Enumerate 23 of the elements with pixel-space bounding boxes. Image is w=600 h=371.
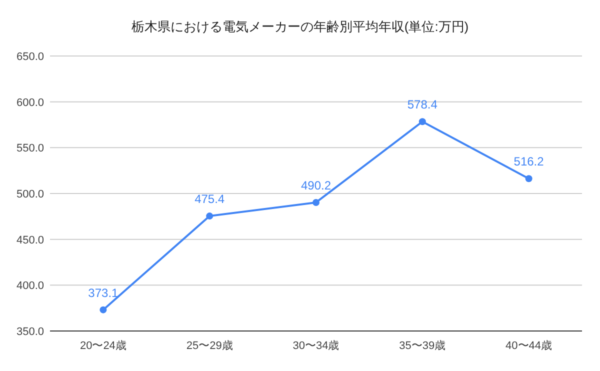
x-tick-label: 40〜44歳 <box>506 339 552 352</box>
chart-title: 栃木県における電気メーカーの年齢別平均年収(単位:万円) <box>131 19 469 34</box>
y-tick-label: 600.0 <box>16 96 44 109</box>
point <box>525 175 532 182</box>
x-tick-label: 30〜34歳 <box>292 339 340 352</box>
x-tick-label: 25〜29歳 <box>186 339 233 352</box>
data-label: 516.2 <box>514 154 544 169</box>
data-label: 373.1 <box>88 286 119 300</box>
point <box>206 212 214 220</box>
y-tick-label: 350.0 <box>16 326 44 338</box>
y-tick-label: 450.0 <box>16 234 44 246</box>
y-tick-label: 550.0 <box>16 142 44 155</box>
data-label: 578.4 <box>407 98 438 112</box>
point <box>418 118 426 126</box>
point <box>312 198 320 206</box>
x-tick-label: 35〜39歳 <box>399 339 446 352</box>
data-label: 475.4 <box>194 192 225 206</box>
y-tick-label: 650.0 <box>16 51 44 63</box>
x-tick-label: 20〜24歳 <box>80 339 126 352</box>
y-tick-label: 400.0 <box>16 280 44 292</box>
y-tick-label: 500.0 <box>16 188 44 200</box>
data-label: 490.2 <box>300 178 332 192</box>
point <box>100 306 107 314</box>
